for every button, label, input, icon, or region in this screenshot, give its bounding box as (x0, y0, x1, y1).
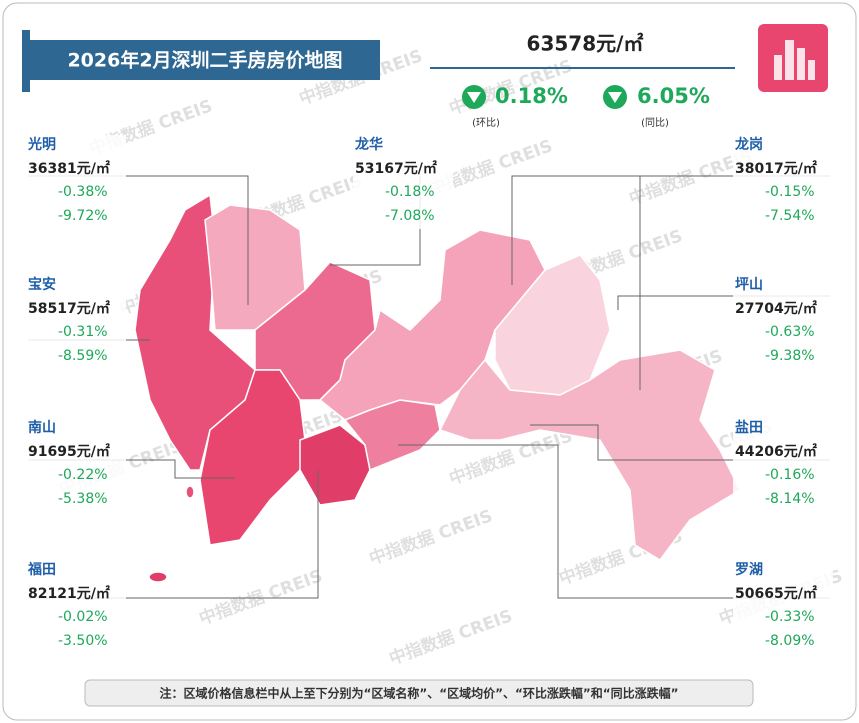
district-yoy: -8.09% (765, 633, 815, 649)
district-mom: -0.38% (58, 184, 108, 200)
district-price: 82121元/㎡ (28, 585, 110, 602)
district-price: 58517元/㎡ (28, 300, 110, 317)
district-mom: -0.18% (385, 184, 435, 200)
leader (530, 424, 830, 461)
label-bg (733, 418, 833, 512)
title: 2026年2月深圳二手房房价地图 (67, 49, 342, 72)
district-yoy: -8.59% (58, 348, 108, 364)
label-bg (353, 135, 453, 229)
district-price: 53167元/㎡ (355, 160, 437, 177)
city-mom: 0.18% (495, 84, 568, 108)
district-yoy: -7.54% (765, 208, 815, 224)
nanshan-area (199, 369, 306, 546)
label-bg (733, 135, 833, 229)
title-accent (22, 30, 30, 92)
island (185, 485, 195, 499)
note-box (84, 679, 754, 707)
district-price: 91695元/㎡ (28, 443, 110, 460)
district-name: 盐田 (735, 419, 763, 436)
district-name: 福田 (27, 561, 56, 578)
note: 注：区域价格信息栏中从上至下分别为“区域名称”、“区域均价”、“环比涨跌幅”和“… (159, 686, 678, 701)
district-price: 38017元/㎡ (735, 160, 817, 177)
down-arrow (467, 92, 481, 103)
mom-label: (环比) (472, 117, 500, 129)
city-price: 63578元/㎡ (527, 32, 644, 56)
district-price: 50665元/㎡ (735, 585, 817, 602)
district-yoy: -8.14% (765, 491, 815, 507)
label-bg (26, 135, 126, 229)
yantian-area (438, 349, 741, 561)
district-name: 坪山 (735, 277, 763, 293)
district-mom: -0.33% (765, 609, 815, 625)
district-mom: -0.31% (58, 324, 108, 340)
district-name: 宝安 (28, 276, 56, 293)
city-yoy: 6.05% (637, 84, 710, 108)
label-bg (26, 418, 126, 512)
label-bg (733, 275, 833, 369)
label-bg (733, 560, 833, 654)
leader (398, 444, 830, 599)
district-yoy: -9.38% (765, 348, 815, 364)
district-price: 44206元/㎡ (735, 443, 817, 460)
down-arrow (608, 92, 622, 103)
district-yoy: -5.38% (58, 491, 108, 507)
district-mom: -0.63% (765, 324, 815, 340)
district-name: 龙华 (354, 136, 383, 153)
yoy-label: (同比) (641, 117, 669, 129)
district-mom: -0.15% (765, 184, 815, 200)
district-mom: -0.02% (58, 609, 108, 625)
district-price: 27704元/㎡ (735, 300, 817, 317)
district-mom: -0.16% (765, 467, 815, 483)
leader (511, 175, 830, 285)
district-name: 龙岗 (734, 136, 763, 153)
district-name: 南山 (28, 419, 56, 436)
title-box (30, 40, 380, 80)
island (148, 571, 168, 583)
luohu-area (343, 399, 441, 472)
district-yoy: -7.08% (385, 208, 435, 224)
label-bg (26, 275, 126, 369)
district-mom: -0.22% (58, 467, 108, 483)
logo-buildings (774, 40, 815, 80)
label-bg (26, 560, 126, 654)
districts: 光明 36381元/㎡ -0.38% -9.72% 宝安 58517元/㎡ -0.31% -8… (26, 135, 833, 654)
district-yoy: -3.50% (58, 633, 108, 649)
district-yoy: -9.72% (58, 208, 108, 224)
district-name: 光明 (27, 136, 56, 153)
district-name: 罗湖 (735, 562, 763, 578)
district-price: 36381元/㎡ (28, 160, 110, 177)
